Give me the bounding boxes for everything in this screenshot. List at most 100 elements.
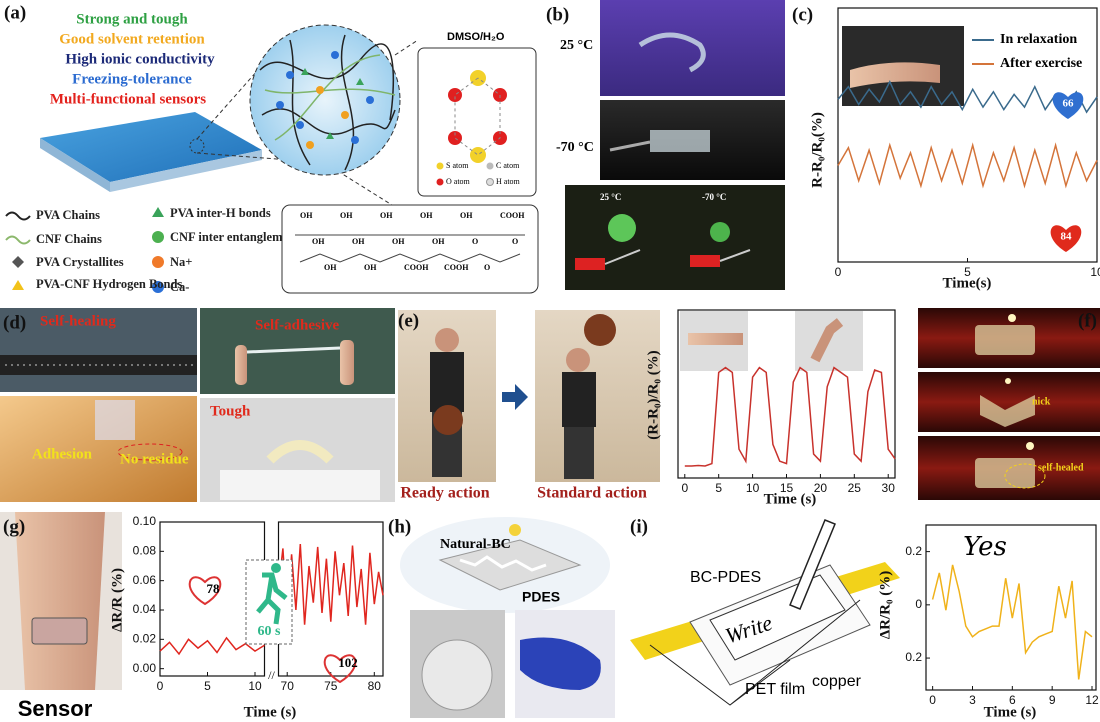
- structure-label: OH: [420, 211, 433, 220]
- structure-label: O: [512, 237, 518, 246]
- y-axis-title: ΔR/R₀ (%): [877, 571, 893, 639]
- panel-d: (d) Self-healing Self-adhesive Adhesion …: [0, 308, 395, 502]
- structure-label: O: [472, 237, 478, 246]
- y-tick-label: 0.2: [905, 650, 922, 664]
- panel-e-part: [564, 427, 594, 479]
- solvent-box-part: [417, 47, 537, 197]
- panel-label: (i): [630, 516, 648, 537]
- panel-label: (d): [3, 312, 26, 333]
- caption: No residue: [120, 451, 189, 467]
- temp-label: 25 °C: [600, 192, 621, 202]
- y-axis-title: R-R₀/R₀(%): [809, 112, 825, 188]
- hydrogel-slab-part: [394, 39, 419, 56]
- magnified-network-part: [326, 132, 334, 139]
- panel-e-part: [435, 328, 459, 352]
- panel-d-part: [0, 355, 197, 375]
- solvent-box-part: [436, 162, 444, 170]
- hydrogel-slab-part: [110, 150, 262, 192]
- panel-f-part: [975, 458, 1035, 488]
- caption: copper: [812, 673, 862, 690]
- panel-label: (g): [3, 516, 25, 537]
- x-tick-label: 5: [964, 265, 971, 279]
- panel-h-part: [459, 555, 547, 572]
- x-tick-label: 25: [848, 481, 862, 495]
- heart-icon: [188, 576, 222, 606]
- panel-e-part: [810, 318, 844, 363]
- legend-symbols-part: [152, 281, 164, 293]
- magnified-network-part: [261, 108, 396, 135]
- panel-e-part: [430, 352, 464, 412]
- legend-entry: CNF Chains: [36, 232, 102, 246]
- structure-box-part: [295, 234, 525, 263]
- panel-label: (c): [792, 4, 813, 25]
- solvent-box: [417, 47, 537, 197]
- panel-d-part: [117, 443, 183, 461]
- feature: Good solvent retention: [59, 31, 205, 47]
- x-tick-label: 0: [681, 481, 688, 495]
- panel-h-part: [421, 639, 493, 711]
- panel-b-part: [638, 32, 706, 73]
- caption: Sensor: [18, 696, 93, 721]
- structure-label: COOH: [500, 211, 525, 220]
- panel-d-part: [220, 470, 380, 500]
- panel-e-part: [584, 314, 616, 346]
- x-tick-label: 10: [248, 679, 262, 693]
- legend-entry: CNF inter entanglement: [170, 230, 300, 244]
- panel-e-part: [566, 348, 590, 372]
- x-tick-label: 15: [780, 481, 794, 495]
- magnified-network-part: [331, 51, 339, 59]
- temp-label: -70 °C: [556, 140, 594, 155]
- legend-entry: PVA Chains: [36, 208, 100, 222]
- feature: High ionic conductivity: [65, 51, 215, 67]
- annotation: 78: [207, 581, 221, 596]
- structure-label: OH: [352, 237, 365, 246]
- x-tick-label: 70: [281, 679, 295, 693]
- magnified-network-part: [340, 34, 355, 171]
- caption: Self-adhesive: [255, 317, 340, 333]
- solvent-box-part: [448, 88, 462, 102]
- pencil: [789, 519, 836, 610]
- x-tick-label: 10: [746, 481, 760, 495]
- legend-entry: After exercise: [1000, 56, 1082, 71]
- x-tick-label: 3: [969, 693, 976, 707]
- annotation: 60 s: [258, 624, 282, 639]
- magnified-network-part: [296, 121, 304, 129]
- panel-b-part: [650, 130, 710, 152]
- y-tick-label: 0.08: [133, 544, 157, 558]
- structure-label: COOH: [404, 263, 429, 272]
- hydrogel-slab: [40, 39, 419, 211]
- panel-b-part: [609, 140, 651, 152]
- legend-entry: Ca-: [170, 280, 189, 294]
- legend-entry: PVA Crystallites: [36, 255, 124, 269]
- x-axis-title: Time (s): [984, 704, 1037, 720]
- legend-entry: PVA-CNF Hydrogen Bonds: [36, 277, 182, 291]
- feature: Multi-functional sensors: [50, 91, 206, 107]
- structure-labels: OH OH OH OH OH OH OH OH COOH OH OH COOH OH O O COOH O: [300, 211, 525, 272]
- caption: Adhesion: [32, 446, 93, 462]
- x-tick-label: 0: [929, 693, 936, 707]
- magnified-network-part: [356, 78, 364, 85]
- y-tick-label: 0.10: [133, 514, 157, 528]
- x-tick-label: 5: [715, 481, 722, 495]
- panel-e-part: [433, 405, 463, 435]
- panel-f-part: [1004, 463, 1046, 489]
- panel-c-part: [850, 62, 940, 88]
- hydrogel-slab-part: [40, 138, 110, 192]
- atom-label: H atom: [496, 177, 521, 186]
- panel-b-part: [575, 258, 605, 270]
- x-tick-label: 30: [882, 481, 896, 495]
- magnified-network-part: [306, 141, 314, 149]
- x-tick-label: 9: [1049, 693, 1056, 707]
- structure-label: O: [484, 263, 490, 272]
- line-series: [159, 543, 384, 656]
- solvent-box-part: [448, 131, 462, 145]
- panel-d-part: [340, 340, 354, 385]
- heart-icon: [1052, 92, 1084, 119]
- caption: Standard action: [537, 485, 647, 502]
- panel-h: (h) Natural-BC PDES: [388, 516, 615, 718]
- structure-box: [281, 204, 539, 294]
- panel-g-part: [31, 617, 88, 645]
- y-axis-title: (R-R₀)/R₀ (%): [645, 350, 661, 439]
- panel-label: (e): [398, 310, 419, 331]
- photo: [0, 308, 197, 392]
